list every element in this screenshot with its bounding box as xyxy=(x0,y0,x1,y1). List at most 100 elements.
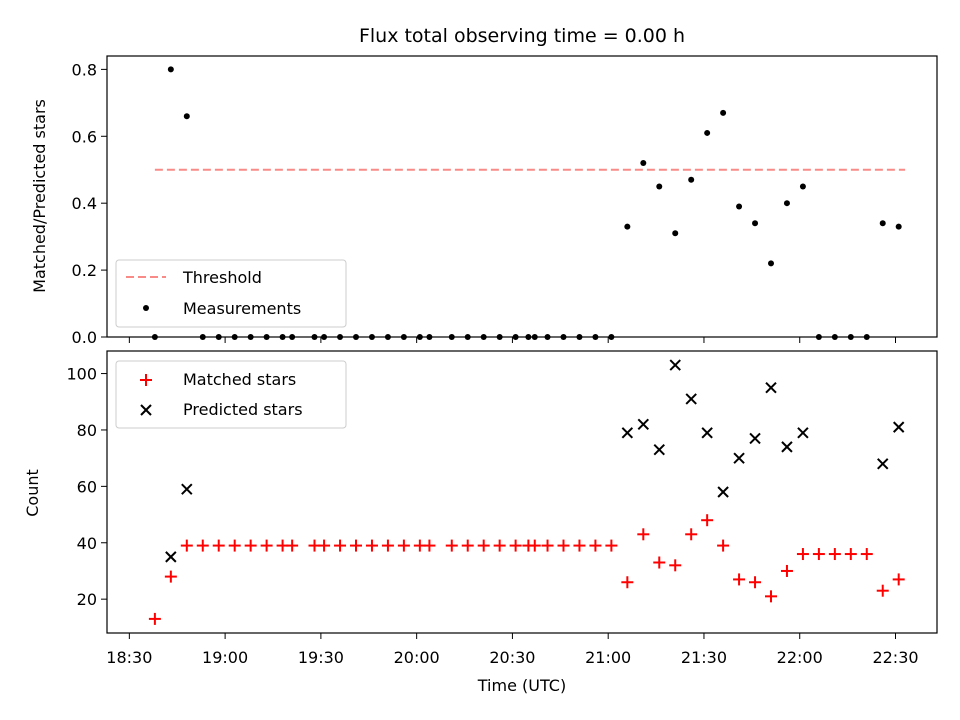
bottom-y-tick-label: 40 xyxy=(77,534,97,553)
matched-star-point xyxy=(228,539,241,552)
matched-star-point xyxy=(365,539,378,552)
predicted-star-point xyxy=(717,486,729,498)
top-chart-title: Flux total observing time = 0.00 h xyxy=(359,25,685,47)
bottom-y-axis-label: Count xyxy=(23,469,42,517)
matched-star-point xyxy=(334,539,347,552)
predicted-star-stroke-b xyxy=(877,458,889,470)
predicted-star-point xyxy=(165,551,177,563)
predicted-star-stroke-b xyxy=(181,483,193,495)
top-y-tick-label: 0.4 xyxy=(72,194,97,213)
measurement-point xyxy=(624,223,631,230)
top-legend-box xyxy=(115,259,347,328)
matched-star-point xyxy=(196,539,209,552)
measurement-point xyxy=(688,176,695,183)
matched-star-point xyxy=(477,539,490,552)
predicted-star-point xyxy=(892,421,905,433)
predicted-star-point xyxy=(877,458,889,470)
predicted-star-point xyxy=(765,381,777,394)
bottom-x-tick-label: 19:00 xyxy=(202,648,248,667)
predicted-star-point xyxy=(181,483,193,495)
measurement-point xyxy=(640,160,647,167)
predicted-star-point xyxy=(781,441,793,453)
matched-star-point xyxy=(844,548,857,561)
matched-star-point xyxy=(164,570,177,583)
predicted-star-stroke-b xyxy=(749,432,761,445)
matched-star-point xyxy=(892,573,905,586)
top-y-tick-label: 0.6 xyxy=(72,127,97,146)
measurement-point xyxy=(799,183,806,190)
measurement-point xyxy=(895,223,902,230)
measurement-point xyxy=(736,203,743,210)
matched-star-point xyxy=(509,539,522,552)
matched-star-point xyxy=(780,564,793,577)
matched-star-point xyxy=(701,514,714,527)
bottom-x-axis-label: Time (UTC) xyxy=(477,676,566,695)
top-y-tick-label: 0.0 xyxy=(72,328,97,347)
matched-star-point xyxy=(605,539,618,552)
matched-star-point xyxy=(397,539,410,552)
predicted-star-stroke-b xyxy=(892,421,905,433)
predicted-star-stroke-b xyxy=(653,443,665,456)
predicted-star-stroke-b xyxy=(733,452,745,464)
predicted-star-point xyxy=(749,432,761,445)
top-y-axis-label: Matched/Predicted stars xyxy=(30,99,49,293)
matched-star-point xyxy=(637,528,650,541)
matched-star-point xyxy=(381,539,394,552)
bottom-series-marks xyxy=(148,359,905,625)
predicted-star-stroke-b xyxy=(765,381,777,394)
predicted-star-stroke-b xyxy=(797,427,809,439)
matched-star-point xyxy=(621,576,634,589)
matched-star-point xyxy=(286,539,299,552)
predicted-star-stroke-b xyxy=(685,393,697,405)
matched-star-point xyxy=(148,612,161,625)
predicted-star-point xyxy=(669,359,681,371)
matched-star-point xyxy=(350,539,362,552)
top-plot-frame xyxy=(106,55,938,338)
top-axis-ticks: 0.0 0.2 0.4 0.6 0.8 xyxy=(72,60,896,347)
measurement-point xyxy=(167,66,174,73)
bottom-x-tick-label: 21:00 xyxy=(585,648,631,667)
predicted-star-stroke-b xyxy=(717,486,729,498)
measurement-point xyxy=(768,260,774,267)
bottom-axis-ticks: 20 40 60 80 100 18:30 19:00 19:30 20:00 20:30 21:0… xyxy=(66,365,918,667)
matched-star-point xyxy=(733,573,746,586)
matched-star-point xyxy=(828,548,841,561)
bottom-y-tick-label: 20 xyxy=(77,590,97,609)
matched-star-point xyxy=(685,528,698,541)
matched-star-point xyxy=(812,548,825,561)
legend-predicted-swatch xyxy=(140,404,152,416)
matched-star-point xyxy=(541,539,554,552)
bottom-legend-box xyxy=(115,360,347,429)
matched-star-point xyxy=(876,584,889,597)
predicted-star-stroke-b xyxy=(701,427,713,439)
matched-star-point xyxy=(557,539,570,552)
bottom-y-tick-label: 60 xyxy=(77,477,97,496)
predicted-star-stroke-b xyxy=(165,551,177,563)
measurement-point xyxy=(752,220,759,227)
bottom-legend: Matched stars Predicted stars xyxy=(115,360,347,429)
legend-matched-swatch xyxy=(140,374,152,386)
bottom-x-tick-label: 18:30 xyxy=(106,648,152,667)
predicted-star-point xyxy=(621,427,634,439)
top-y-tick-label: 0.8 xyxy=(72,60,97,79)
bottom-x-tick-label: 21:30 xyxy=(681,648,727,667)
bottom-plot-frame xyxy=(106,350,938,634)
measurement-point xyxy=(720,109,727,116)
measurement-point xyxy=(704,129,711,136)
legend-measurements-label: Measurements xyxy=(183,299,301,318)
predicted-star-point xyxy=(653,443,665,456)
measurement-point xyxy=(879,220,886,227)
predicted-star-stroke-b xyxy=(621,427,634,439)
predicted-star-point xyxy=(797,427,809,439)
matched-star-point xyxy=(318,539,331,552)
bottom-x-tick-label: 20:00 xyxy=(394,648,440,667)
matched-star-point xyxy=(423,539,436,552)
matched-star-point xyxy=(717,539,730,552)
predicted-star-stroke-b xyxy=(637,418,650,431)
matched-star-point xyxy=(244,539,257,552)
legend-matched-label: Matched stars xyxy=(183,370,296,389)
matched-star-point xyxy=(749,576,762,589)
matched-star-point xyxy=(212,539,225,552)
measurement-point xyxy=(783,200,790,207)
